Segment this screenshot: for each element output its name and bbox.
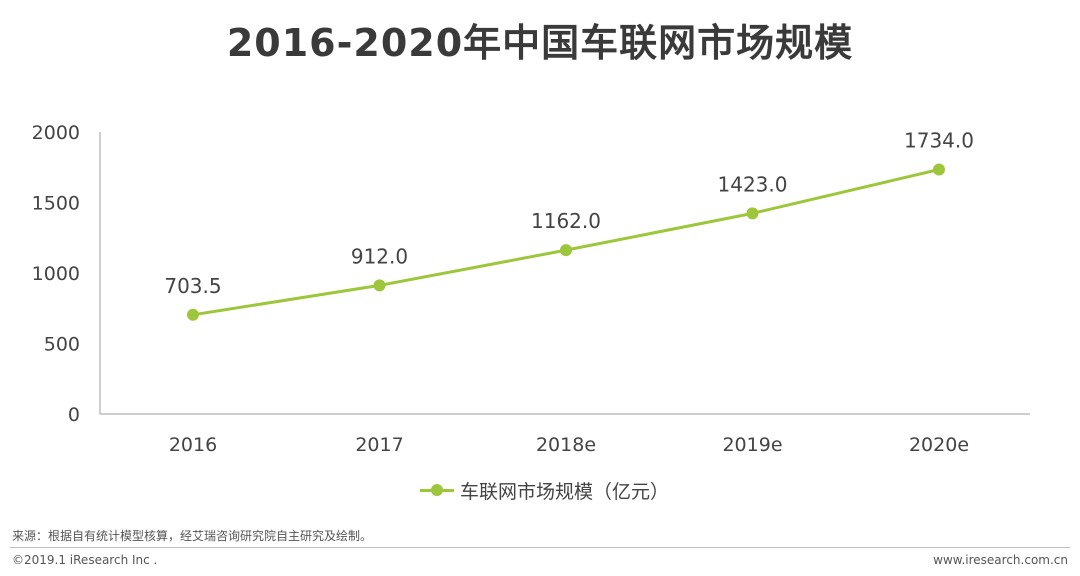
series-line: [192, 168, 940, 317]
data-label: 1162.0: [531, 209, 601, 233]
data-point: [746, 207, 759, 220]
x-tick-label: 2020e: [909, 434, 969, 456]
data-label: 703.5: [164, 274, 221, 298]
y-tick-label: 0: [68, 404, 80, 426]
y-tick-label: 1000: [32, 263, 80, 285]
legend-dot: [431, 484, 443, 496]
legend: 车联网市场规模（亿元）: [420, 476, 669, 504]
x-axis: 2016 2017 2018e 2019e 2020e: [100, 413, 1030, 456]
legend-label: 车联网市场规模（亿元）: [460, 480, 670, 503]
y-axis: 0 500 1000 1500 2000: [32, 122, 101, 426]
x-tick-label: 2017: [355, 434, 403, 456]
y-tick-label: 2000: [32, 122, 80, 144]
copyright-text: ©2019.1 iResearch Inc .: [12, 553, 158, 567]
source-note: 来源：根据自有统计模型核算，经艾瑞咨询研究院自主研究及绘制。: [12, 529, 373, 543]
x-tick-label: 2016: [169, 434, 217, 456]
data-label-layer: 703.5 912.0 1162.0 1423.0 1734.0: [164, 129, 974, 298]
series-layer: [187, 163, 945, 321]
data-point: [187, 308, 199, 321]
data-label: 912.0: [351, 244, 408, 268]
data-label: 1423.0: [718, 172, 788, 196]
data-point: [560, 244, 572, 257]
x-tick-label: 2018e: [536, 434, 596, 456]
website-link[interactable]: www.iresearch.com.cn: [933, 553, 1068, 567]
footer-divider: [10, 547, 1070, 548]
legend-swatch-line-dot-icon: [420, 476, 454, 504]
x-tick-label: 2019e: [722, 434, 782, 456]
y-tick-label: 1500: [32, 193, 80, 215]
data-label: 1734.0: [904, 129, 974, 153]
chart-title: 2016-2020年中国车联网市场规模: [226, 21, 854, 65]
data-point: [373, 279, 386, 292]
y-tick-label: 500: [44, 334, 80, 356]
data-point: [933, 163, 945, 176]
